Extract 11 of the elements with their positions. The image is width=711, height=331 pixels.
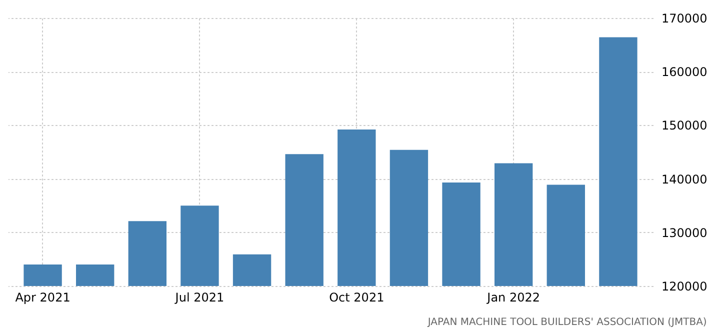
x-tick-label: Jan 2022 — [486, 290, 540, 304]
x-tick-label: Oct 2021 — [329, 290, 384, 304]
x-tick-label: Apr 2021 — [15, 290, 70, 304]
y-tick-label: 140000 — [662, 172, 708, 186]
y-tick-label: 130000 — [662, 226, 708, 240]
x-tick-label: Jul 2021 — [174, 290, 224, 304]
y-tick-label: 150000 — [662, 118, 708, 133]
y-tick-label: 120000 — [662, 280, 708, 294]
y-tick-label: 160000 — [662, 65, 708, 80]
text: JAPAN MACHINE TOOL BUILDERS' ASSOCIATION (JMTBA) — [426, 317, 707, 328]
y-tick-label: 170000 — [662, 12, 708, 26]
